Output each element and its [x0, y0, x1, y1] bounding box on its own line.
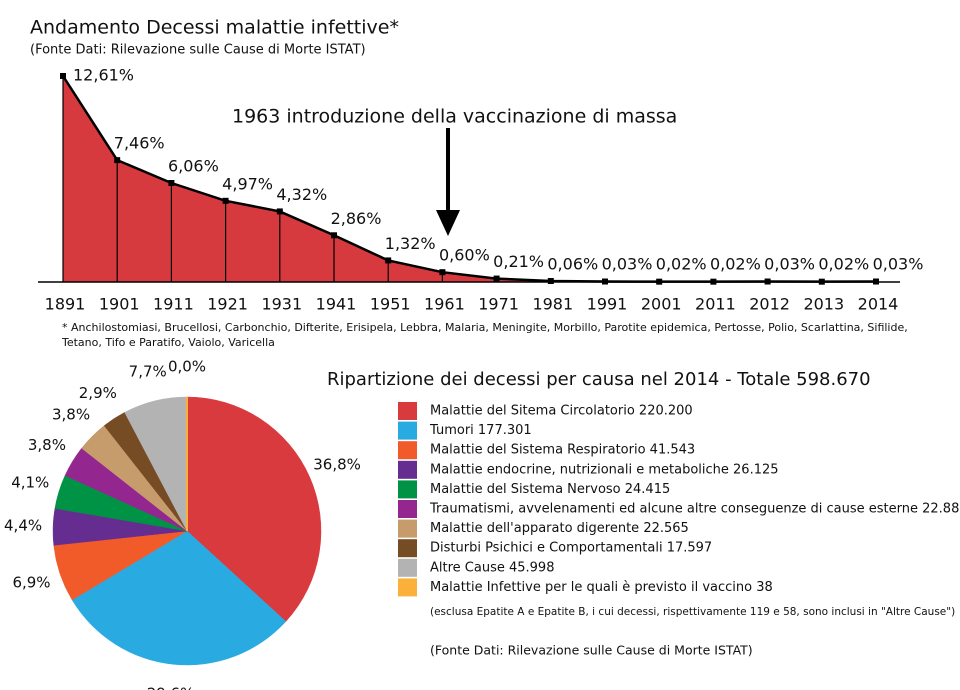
marker	[385, 257, 392, 264]
marker	[222, 197, 229, 204]
legend-swatch	[398, 480, 417, 499]
value-label: 29,6%	[147, 685, 195, 690]
value-label: 0,0%	[168, 358, 206, 376]
value-label: 0,06%	[547, 255, 598, 274]
value-label: 0,03%	[873, 255, 924, 274]
legend-swatch	[398, 558, 417, 577]
value-label: 3,8%	[52, 406, 90, 424]
x-tick-label: 1891	[45, 295, 86, 314]
value-label: 2,86%	[331, 209, 382, 228]
legend-swatch	[398, 460, 417, 479]
x-tick-label: 2012	[749, 295, 790, 314]
legend-swatch	[398, 519, 417, 538]
legend-label: Malattie del Sistema Respiratorio 41.543	[430, 443, 695, 458]
value-label: 7,46%	[114, 134, 165, 153]
value-label: 36,8%	[313, 455, 361, 473]
footnote: * Anchilostomiasi, Brucellosi, Carbonchi…	[62, 321, 908, 349]
x-tick-label: 1961	[424, 295, 465, 314]
arrow-head	[436, 210, 460, 236]
value-label: 3,8%	[28, 436, 66, 454]
legend-label: Malattie Infettive per le quali è previs…	[430, 580, 773, 595]
value-label: 0,02%	[656, 255, 707, 274]
marker	[168, 180, 175, 187]
legend-swatch	[398, 578, 417, 597]
x-tick-label: 1941	[316, 295, 357, 314]
value-label: 6,9%	[12, 574, 50, 592]
value-label: 0,02%	[818, 255, 869, 274]
marker	[114, 157, 121, 164]
value-label: 0,03%	[602, 255, 653, 274]
legend-label: Disturbi Psichici e Comportamentali 17.5…	[430, 541, 712, 556]
area	[63, 76, 876, 282]
value-label: 4,32%	[276, 185, 327, 204]
chart-title: Andamento Decessi malattie infettive*	[30, 17, 399, 39]
legend-swatch	[398, 441, 417, 460]
x-tick-label: 2011	[695, 295, 736, 314]
x-tick-label: 1901	[99, 295, 140, 314]
value-label: 4,4%	[4, 516, 42, 534]
x-tick-label: 1911	[153, 295, 194, 314]
marker	[873, 278, 879, 285]
marker	[764, 278, 771, 285]
marker	[818, 278, 825, 285]
x-tick-label: 2013	[803, 295, 844, 314]
x-tick-label: 1981	[532, 295, 573, 314]
marker	[331, 232, 337, 239]
legend-swatch	[398, 402, 417, 420]
value-label: 1,32%	[385, 234, 436, 253]
legend-label: Tumori 177.301	[429, 423, 532, 438]
chart-subtitle: (Fonte Dati: Rilevazione sulle Cause di …	[30, 43, 366, 58]
legend-label: Malattie del Sitema Circolatorio 220.200	[430, 404, 693, 419]
value-label: 2,9%	[79, 384, 117, 402]
marker	[710, 278, 717, 285]
x-tick-label: 2014	[858, 295, 899, 314]
x-tick-label: 1951	[370, 295, 411, 314]
x-tick-label: 1971	[478, 295, 519, 314]
legend-label: Malattie del Sistema Nervoso 24.415	[430, 482, 670, 497]
legend-label: Malattie endocrine, nutrizionali e metab…	[430, 462, 779, 477]
value-label: 4,97%	[222, 174, 273, 193]
pie-source: (Fonte Dati: Rilevazione sulle Cause di …	[430, 643, 753, 658]
value-label: 4,1%	[11, 473, 49, 491]
legend-label: Traumatismi, avvelenamenti ed alcune alt…	[429, 502, 960, 517]
marker	[439, 269, 446, 276]
pie-slice	[71, 530, 287, 666]
value-label: 0,03%	[764, 255, 815, 274]
x-tick-label: 1931	[261, 295, 302, 314]
x-tick-label: 1921	[207, 295, 248, 314]
x-tick-label: 2001	[641, 295, 682, 314]
value-label: 0,02%	[710, 255, 761, 274]
value-label: 12,61%	[73, 66, 134, 85]
legend-swatch	[398, 500, 417, 518]
pie-slice	[186, 396, 322, 622]
pie-title: Ripartizione dei decessi per causa nel 2…	[327, 369, 871, 390]
marker	[602, 278, 608, 285]
marker	[547, 278, 554, 285]
legend-label: Altre Cause 45.998	[430, 560, 554, 575]
annotation: 1963 introduzione della vaccinazione di …	[232, 106, 677, 128]
value-label: 0,60%	[439, 246, 490, 265]
value-label: 7,7%	[129, 362, 167, 380]
legend-swatch	[398, 421, 417, 440]
marker	[60, 73, 66, 79]
x-tick-label: 1991	[587, 295, 628, 314]
legend-swatch	[398, 539, 417, 558]
pie-note: (esclusa Epatite A e Epatite B, i cui de…	[430, 606, 955, 618]
marker	[493, 275, 500, 282]
marker	[656, 278, 663, 285]
marker	[276, 208, 283, 215]
value-label: 0,21%	[493, 252, 544, 271]
value-label: 6,06%	[168, 157, 219, 176]
legend-label: Malattie dell'apparato digerente 22.565	[430, 521, 689, 536]
